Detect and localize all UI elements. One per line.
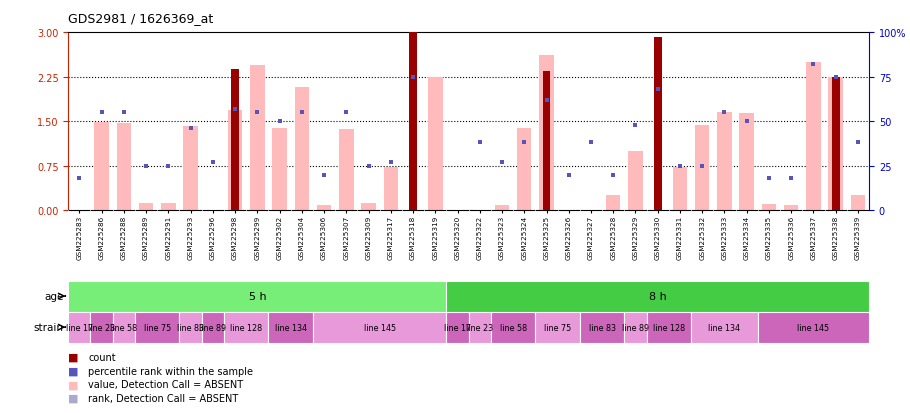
- Text: line 89: line 89: [199, 323, 227, 332]
- Text: line 145: line 145: [364, 323, 396, 332]
- Bar: [410, 33, 417, 211]
- Text: line 128: line 128: [652, 323, 685, 332]
- Bar: [851, 196, 865, 211]
- Bar: [784, 205, 798, 211]
- Bar: [113, 312, 135, 343]
- Bar: [250, 66, 265, 211]
- Bar: [691, 312, 758, 343]
- Bar: [580, 312, 624, 343]
- Bar: [90, 312, 113, 343]
- Text: line 23: line 23: [466, 323, 493, 332]
- Bar: [384, 168, 398, 211]
- Bar: [740, 114, 753, 211]
- Bar: [447, 312, 469, 343]
- Bar: [313, 312, 447, 343]
- Text: 5 h: 5 h: [248, 291, 266, 301]
- Bar: [490, 312, 535, 343]
- Text: age: age: [45, 291, 64, 301]
- Bar: [653, 38, 662, 211]
- Text: line 17: line 17: [66, 323, 93, 332]
- Text: ■: ■: [68, 380, 79, 389]
- Text: line 83: line 83: [589, 323, 616, 332]
- Bar: [828, 78, 843, 211]
- Bar: [535, 312, 580, 343]
- Bar: [228, 111, 242, 211]
- Bar: [647, 312, 691, 343]
- Bar: [161, 204, 176, 211]
- Bar: [428, 78, 442, 211]
- Bar: [317, 206, 331, 211]
- Text: ■: ■: [68, 366, 79, 376]
- Bar: [447, 281, 869, 312]
- Text: percentile rank within the sample: percentile rank within the sample: [88, 366, 253, 376]
- Bar: [695, 126, 710, 211]
- Bar: [231, 70, 239, 211]
- Text: 8 h: 8 h: [649, 291, 667, 301]
- Bar: [202, 312, 224, 343]
- Bar: [542, 71, 551, 211]
- Bar: [268, 312, 313, 343]
- Text: rank, Detection Call = ABSENT: rank, Detection Call = ABSENT: [88, 393, 238, 403]
- Bar: [272, 129, 287, 211]
- Text: count: count: [88, 352, 116, 362]
- Text: ■: ■: [68, 352, 79, 362]
- Bar: [758, 312, 869, 343]
- Bar: [179, 312, 202, 343]
- Bar: [762, 204, 776, 211]
- Bar: [184, 127, 197, 211]
- Bar: [116, 123, 131, 211]
- Bar: [68, 281, 447, 312]
- Text: ■: ■: [68, 393, 79, 403]
- Text: line 17: line 17: [444, 323, 471, 332]
- Bar: [717, 113, 732, 211]
- Text: line 58: line 58: [500, 323, 527, 332]
- Bar: [139, 204, 153, 211]
- Bar: [135, 312, 179, 343]
- Text: value, Detection Call = ABSENT: value, Detection Call = ABSENT: [88, 380, 243, 389]
- Bar: [469, 312, 490, 343]
- Text: line 89: line 89: [622, 323, 649, 332]
- Bar: [339, 130, 353, 211]
- Bar: [606, 196, 621, 211]
- Text: line 134: line 134: [709, 323, 741, 332]
- Text: strain: strain: [34, 322, 64, 332]
- Bar: [295, 88, 309, 211]
- Bar: [806, 63, 821, 211]
- Bar: [224, 312, 268, 343]
- Bar: [68, 312, 90, 343]
- Text: GDS2981 / 1626369_at: GDS2981 / 1626369_at: [68, 12, 214, 25]
- Text: line 145: line 145: [797, 323, 830, 332]
- Bar: [832, 78, 840, 211]
- Text: line 83: line 83: [177, 323, 204, 332]
- Text: line 75: line 75: [144, 323, 171, 332]
- Text: line 58: line 58: [110, 323, 137, 332]
- Bar: [361, 204, 376, 211]
- Bar: [95, 122, 109, 211]
- Bar: [540, 55, 553, 211]
- Bar: [495, 206, 510, 211]
- Bar: [628, 152, 642, 211]
- Text: line 75: line 75: [544, 323, 571, 332]
- Bar: [517, 129, 531, 211]
- Text: line 23: line 23: [88, 323, 116, 332]
- Bar: [624, 312, 647, 343]
- Text: line 134: line 134: [275, 323, 307, 332]
- Text: line 128: line 128: [230, 323, 262, 332]
- Bar: [672, 168, 687, 211]
